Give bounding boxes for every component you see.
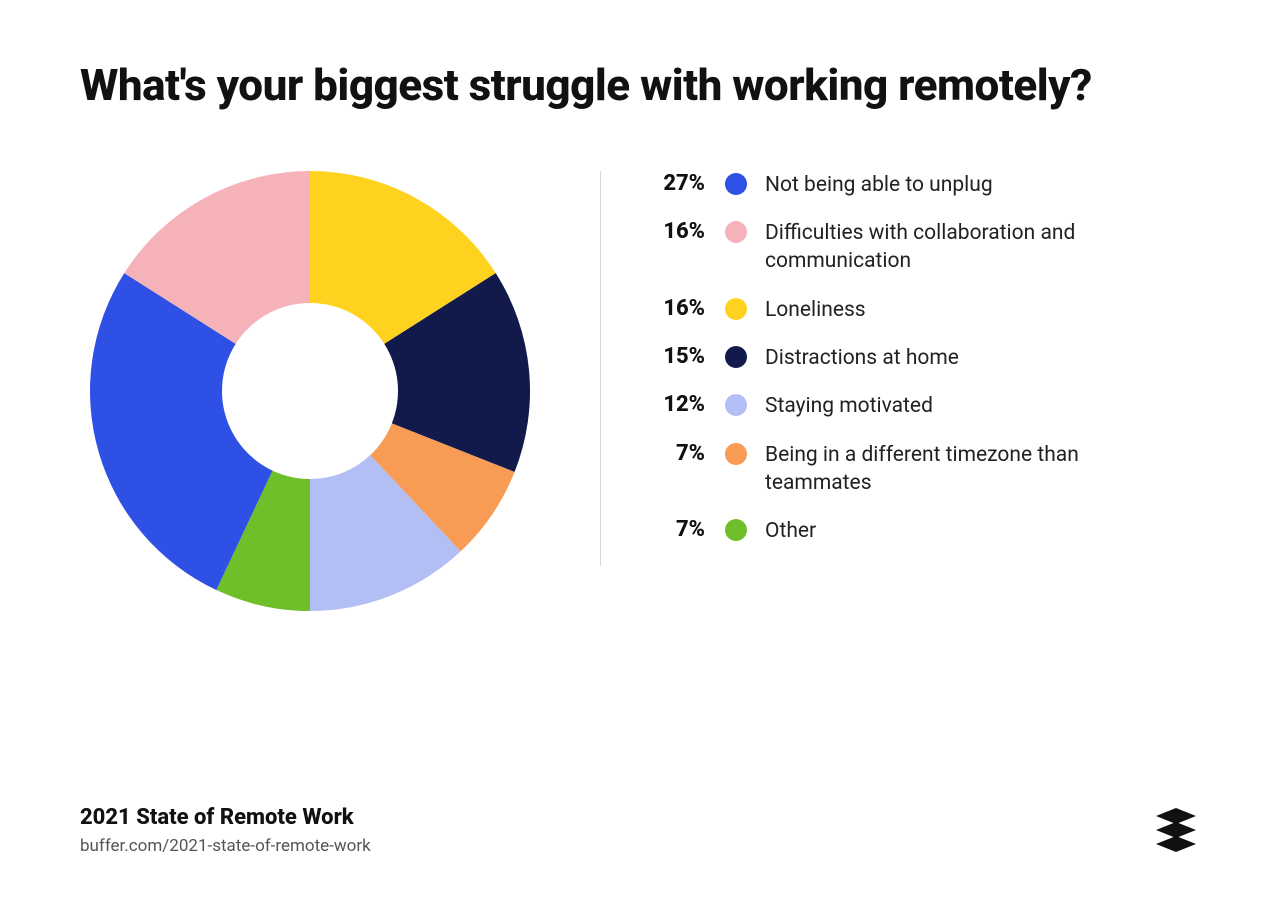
legend-label: Other bbox=[765, 517, 816, 545]
chart-title: What's your biggest struggle with workin… bbox=[80, 60, 1200, 111]
legend-swatch bbox=[725, 519, 747, 541]
donut-svg bbox=[80, 161, 540, 621]
legend-row-loneliness: 16% Loneliness bbox=[633, 296, 1200, 324]
legend-swatch bbox=[725, 443, 747, 465]
legend-row-motivated: 12% Staying motivated bbox=[633, 392, 1200, 420]
legend-label: Difficulties with collaboration and comm… bbox=[765, 219, 1145, 276]
legend-label: Being in a different timezone than teamm… bbox=[765, 441, 1145, 498]
legend-swatch bbox=[725, 394, 747, 416]
legend-row-unplug: 27% Not being able to unplug bbox=[633, 171, 1200, 199]
legend-pct: 16% bbox=[633, 296, 705, 322]
legend-row-other: 7% Other bbox=[633, 517, 1200, 545]
legend-row-collab: 16% Difficulties with collaboration and c… bbox=[633, 219, 1200, 276]
legend-pct: 27% bbox=[633, 171, 705, 197]
legend-swatch bbox=[725, 346, 747, 368]
legend-swatch bbox=[725, 298, 747, 320]
legend-row-distractions: 15% Distractions at home bbox=[633, 344, 1200, 372]
infographic-page: What's your biggest struggle with workin… bbox=[0, 0, 1280, 906]
legend-pct: 15% bbox=[633, 344, 705, 370]
legend-label: Staying motivated bbox=[765, 392, 933, 420]
footer-url: buffer.com/2021-state-of-remote-work bbox=[80, 836, 371, 856]
donut-chart bbox=[80, 161, 540, 625]
content-row: 27% Not being able to unplug 16% Difficulti… bbox=[80, 161, 1200, 625]
legend-pct: 7% bbox=[633, 517, 705, 543]
footer-title: 2021 State of Remote Work bbox=[80, 805, 371, 830]
legend-swatch bbox=[725, 173, 747, 195]
legend-pct: 12% bbox=[633, 392, 705, 418]
legend-label: Distractions at home bbox=[765, 344, 959, 372]
legend-pct: 16% bbox=[633, 219, 705, 245]
legend-pct: 7% bbox=[633, 441, 705, 467]
buffer-logo-icon bbox=[1152, 804, 1200, 856]
footer: 2021 State of Remote Work buffer.com/202… bbox=[80, 805, 371, 856]
legend-label: Loneliness bbox=[765, 296, 866, 324]
chart-legend: 27% Not being able to unplug 16% Difficulti… bbox=[600, 171, 1200, 566]
legend-row-timezone: 7% Being in a different timezone than tea… bbox=[633, 441, 1200, 498]
legend-swatch bbox=[725, 221, 747, 243]
legend-label: Not being able to unplug bbox=[765, 171, 993, 199]
